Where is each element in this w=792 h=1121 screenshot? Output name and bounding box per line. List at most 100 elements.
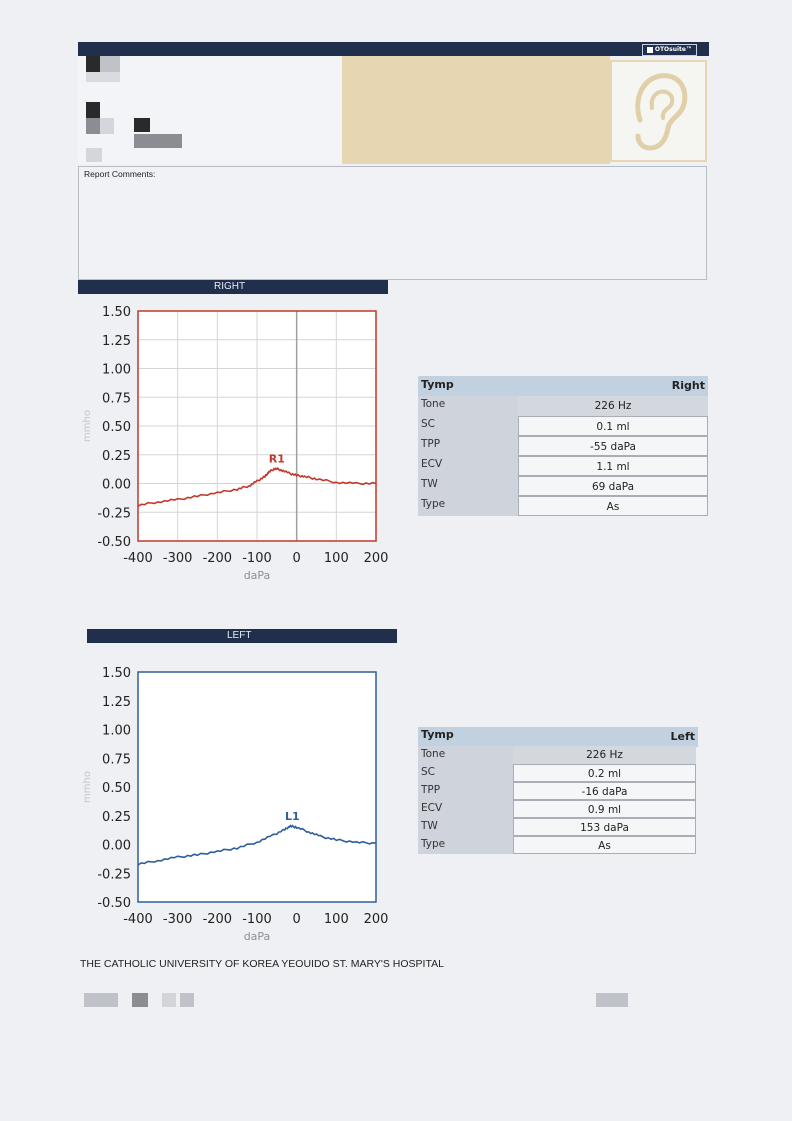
table-row-value: 226 Hz [513, 746, 696, 764]
y-axis-label: mmho [82, 771, 93, 803]
x-tick-label: 0 [293, 551, 301, 566]
table-row-value: 153 daPa [513, 818, 696, 836]
table-row-label: Tone [421, 398, 446, 410]
table-row-label: Type [421, 498, 446, 510]
table-row-value: As [513, 836, 696, 854]
y-tick-label: -0.50 [97, 535, 131, 550]
table-row-label: ECV [421, 458, 443, 470]
x-tick-label: 0 [293, 912, 301, 927]
report-comments-label: Report Comments: [84, 169, 156, 179]
table-header [418, 376, 708, 396]
y-tick-label: 1.50 [102, 305, 131, 320]
table-row-label-bg [418, 436, 518, 456]
table-ear: Right [671, 379, 705, 392]
right-tymp-table: Tymp Right Tone 226 Hz SC 0.1 ml TPP -55 daPa… [418, 376, 708, 518]
table-row-label: Type [421, 838, 446, 850]
logo-square-icon [646, 47, 653, 53]
header-color-block [342, 56, 610, 164]
series-line [137, 824, 377, 866]
table-row-label-bg [418, 416, 518, 436]
table-row-label-bg [418, 764, 513, 782]
table-row-label-bg [418, 746, 513, 764]
table-row-label: ECV [421, 802, 443, 814]
table-title: Tymp [421, 728, 454, 741]
x-tick-label: -400 [123, 912, 153, 927]
report-header-bar: OTOsuite™ [78, 42, 709, 56]
table-row-label-bg [418, 782, 513, 800]
x-tick-label: -300 [163, 912, 193, 927]
right-section-bar: RIGHT [78, 280, 388, 294]
right-section-title: RIGHT [214, 281, 246, 292]
x-tick-label: -200 [203, 551, 233, 566]
otosuite-logo: OTOsuite™ [641, 44, 697, 56]
y-tick-label: 0.75 [102, 752, 131, 767]
peak-label: L1 [285, 810, 300, 823]
hospital-name: THE CATHOLIC UNIVERSITY OF KOREA YEOUIDO… [80, 958, 444, 970]
y-tick-label: 0.75 [102, 391, 131, 406]
table-row-label-bg [418, 476, 518, 496]
table-ear: Left [670, 730, 695, 743]
y-tick-label: 1.25 [102, 695, 131, 710]
table-row-value: As [518, 496, 708, 516]
table-row-label-bg [418, 496, 518, 516]
plot-frame [137, 310, 377, 542]
x-tick-label: -100 [242, 912, 272, 927]
table-row-label-bg [418, 800, 513, 818]
y-tick-label: -0.25 [97, 506, 131, 521]
table-row-value: 1.1 ml [518, 456, 708, 476]
x-axis-label: daPa [244, 930, 271, 943]
y-tick-label: 0.50 [102, 420, 131, 435]
y-tick-label: 0.00 [102, 478, 131, 493]
x-tick-label: 200 [364, 551, 389, 566]
table-title: Tymp [421, 378, 454, 391]
x-tick-label: 200 [364, 912, 389, 927]
x-tick-label: 100 [324, 912, 349, 927]
y-tick-label: -0.25 [97, 867, 131, 882]
report-comments-box: Report Comments: [78, 166, 707, 280]
x-tick-label: 100 [324, 551, 349, 566]
table-row-label-bg [418, 836, 513, 854]
table-row-value: 0.2 ml [513, 764, 696, 782]
left-section-title: LEFT [227, 630, 252, 641]
left-tymp-table: Tymp Left Tone 226 Hz SC 0.2 ml TPP -16 daPa E… [418, 727, 698, 859]
table-row-label: TW [421, 820, 438, 832]
series-line [137, 466, 377, 507]
x-tick-label: -300 [163, 551, 193, 566]
table-row-value: -16 daPa [513, 782, 696, 800]
table-header [418, 727, 698, 747]
table-row-value: 0.9 ml [513, 800, 696, 818]
logo-text: OTOsuite™ [654, 46, 692, 53]
y-tick-label: 0.00 [102, 839, 131, 854]
y-tick-label: 0.25 [102, 449, 131, 464]
table-row-label: SC [421, 766, 435, 778]
left-section-bar: LEFT [87, 629, 397, 643]
footer-redacted-right [596, 993, 628, 1007]
plot-frame [137, 671, 377, 903]
y-tick-label: -0.50 [97, 896, 131, 911]
x-tick-label: -100 [242, 551, 272, 566]
x-tick-label: -400 [123, 551, 153, 566]
y-tick-label: 1.00 [102, 363, 131, 378]
table-row-label-bg [418, 456, 518, 476]
ear-icon [610, 60, 707, 162]
y-axis-label: mmho [82, 410, 93, 442]
table-row-value: 0.1 ml [518, 416, 708, 436]
table-row-value: 226 Hz [518, 396, 708, 416]
table-row-label: TW [421, 478, 438, 490]
table-row-value: 69 daPa [518, 476, 708, 496]
left-tympanogram-chart: 1.50 1.25 1.00 0.75 0.50 0.25 0.00 -0.25 -0.50-4… [82, 666, 389, 943]
table-row-label: TPP [421, 784, 441, 796]
x-axis-label: daPa [244, 569, 271, 582]
y-tick-label: 1.00 [102, 724, 131, 739]
peak-label: R1 [269, 453, 285, 466]
table-row-label-bg [418, 396, 518, 416]
table-row-label: SC [421, 418, 435, 430]
table-row-label-bg [418, 818, 513, 836]
table-row-value: -55 daPa [518, 436, 708, 456]
right-tympanogram-chart: 1.50 1.25 1.00 0.75 0.50 0.25 0.00 -0.25 -0.50-4… [82, 305, 389, 582]
plot-area [138, 672, 376, 902]
y-tick-label: 0.25 [102, 810, 131, 825]
x-tick-label: -200 [203, 912, 233, 927]
footer-redacted [84, 993, 204, 1007]
y-tick-label: 1.50 [102, 666, 131, 681]
